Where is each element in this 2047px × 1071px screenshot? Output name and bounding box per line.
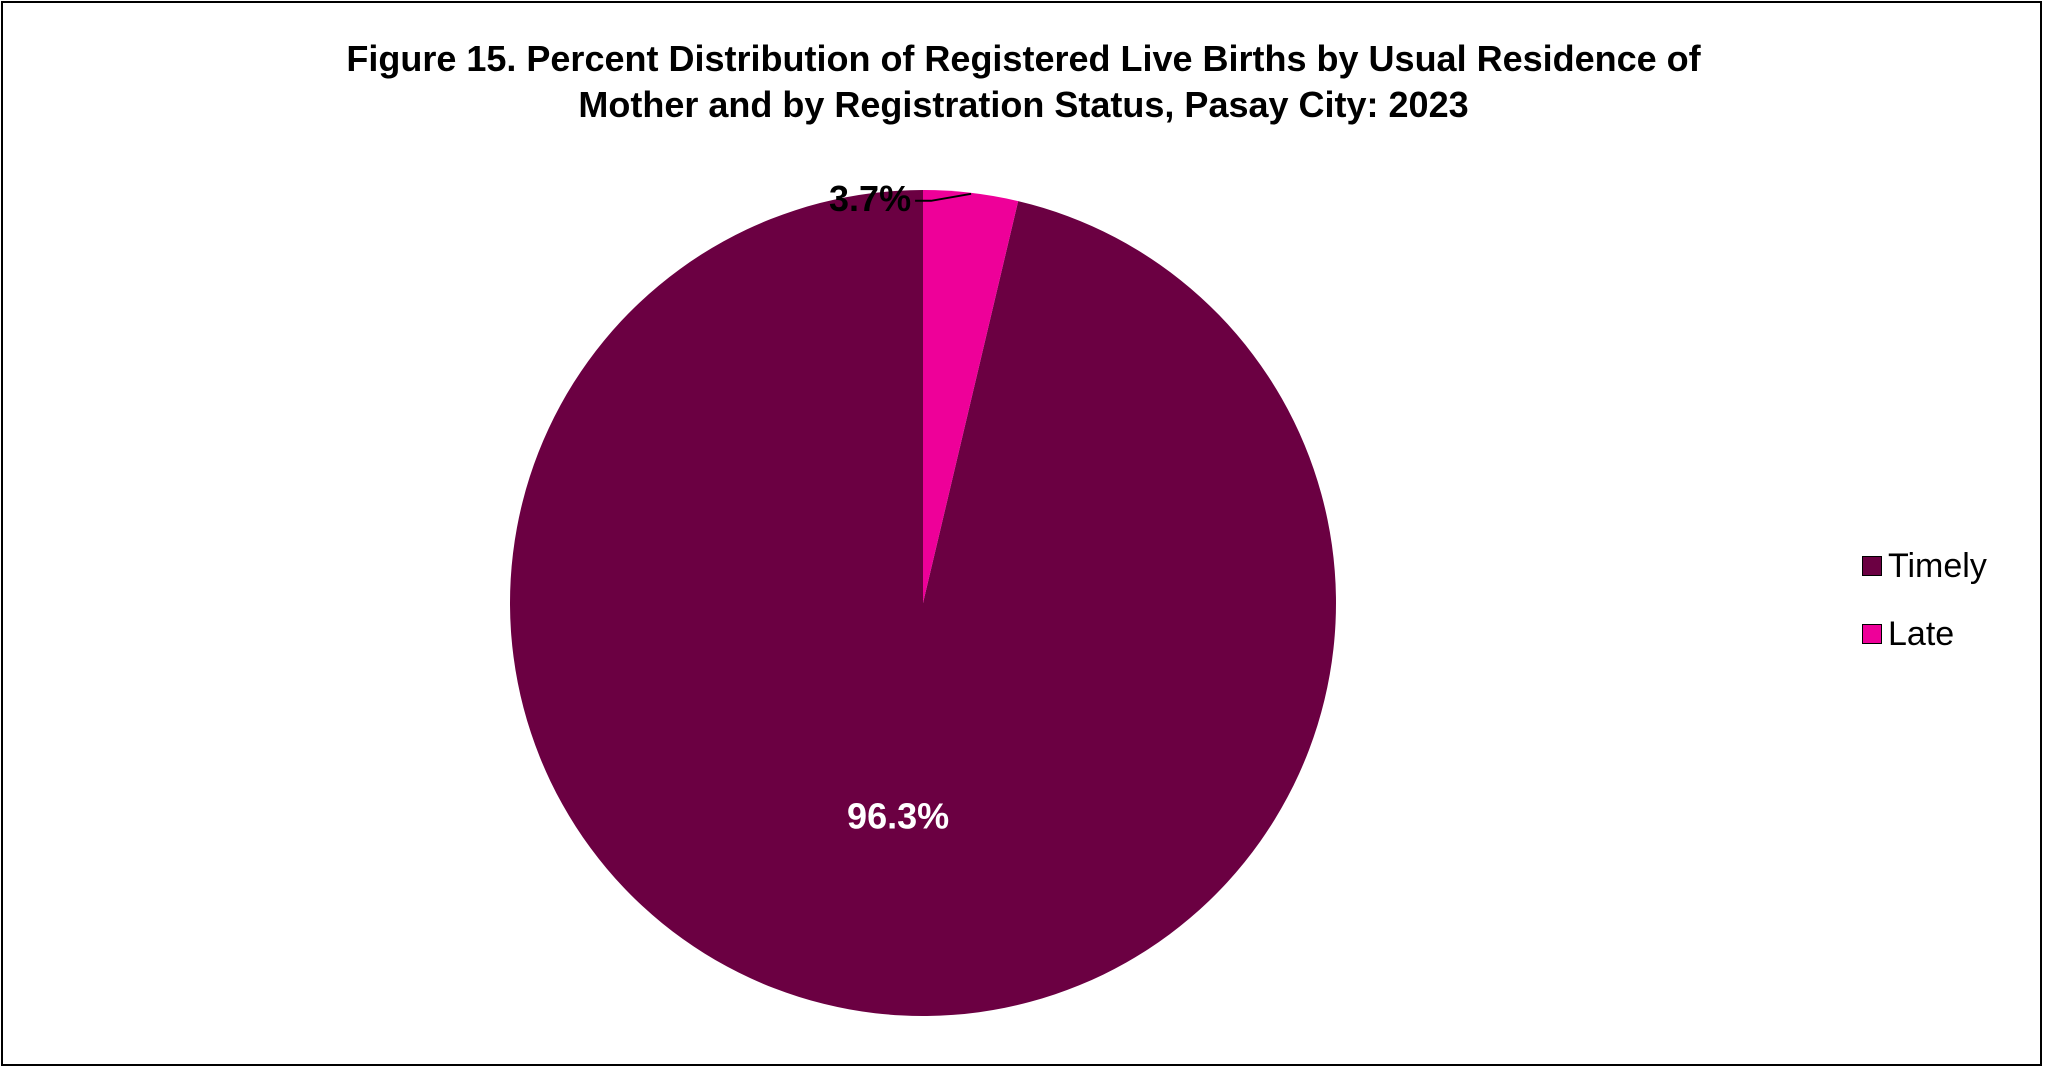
leader-line-late xyxy=(915,192,972,202)
legend-label-timely: Timely xyxy=(1888,546,1987,585)
legend-swatch-timely xyxy=(1862,556,1882,576)
pie-slice-late xyxy=(923,190,1019,603)
chart-title-line-2: Mother and by Registration Status, Pasay… xyxy=(578,84,1469,125)
legend-item-timely: Timely xyxy=(1862,544,1987,588)
pie-slice-timely xyxy=(510,190,1337,1016)
legend-item-late: Late xyxy=(1862,612,1987,656)
legend-swatch-late xyxy=(1862,624,1882,644)
data-label-late: 3.7% xyxy=(829,178,911,219)
data-label-timely: 96.3% xyxy=(847,795,949,836)
legend-label-late: Late xyxy=(1888,614,1955,653)
chart-title-line-1: Figure 15. Percent Distribution of Regis… xyxy=(346,38,1701,79)
chart-legend: Timely Late xyxy=(1862,544,1987,680)
chart-title: Figure 15. Percent Distribution of Regis… xyxy=(0,36,2047,128)
